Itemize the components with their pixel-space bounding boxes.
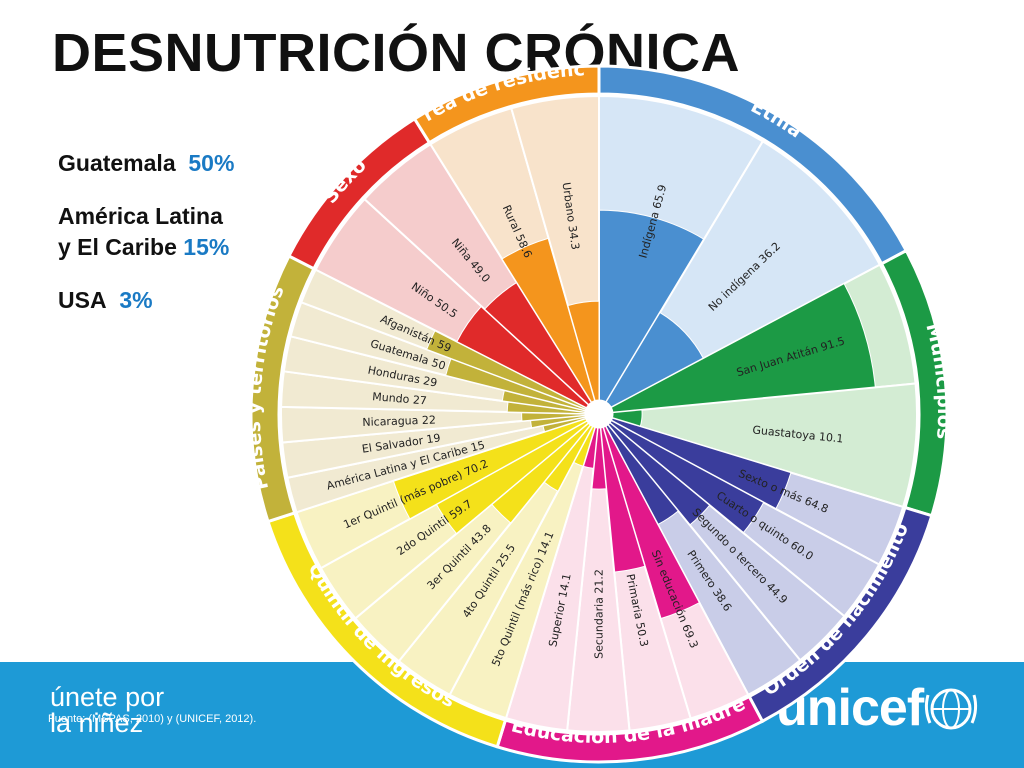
stat-guatemala-value: 50% <box>188 150 235 176</box>
source-note: Fuente: (MSPAS, 2010) y (UNICEF, 2012). <box>48 713 257 725</box>
label-nicaragua: Nicaragua 22 <box>362 413 436 428</box>
tagline-line2: la niñez <box>50 708 144 738</box>
stat-guatemala-label: Guatemala <box>58 150 176 176</box>
label-mundo: Mundo 27 <box>372 390 427 407</box>
band-area-de-residencia <box>412 64 601 145</box>
stat-latam-label-line2: y El Caribe <box>58 234 177 260</box>
tagline-line1: únete por <box>50 682 165 712</box>
tagline: únete por la niñez <box>50 682 165 738</box>
stat-guatemala: Guatemala 50% <box>58 148 234 179</box>
stat-latam-line2: y El Caribe 15% <box>58 232 234 263</box>
label-secundaria: Secundaria 21.2 <box>592 569 605 659</box>
stat-usa: USA 3% <box>58 285 234 316</box>
stat-latam-value: 15% <box>183 234 230 260</box>
unicef-globe-icon <box>924 688 978 730</box>
stats-panel: Guatemala 50% América Latina y El Caribe… <box>58 148 234 338</box>
center-hub <box>585 400 613 428</box>
stat-latam-label-line1: América Latina <box>58 203 223 229</box>
stat-usa-value: 3% <box>119 287 153 313</box>
stat-latam: América Latina y El Caribe 15% <box>58 201 234 263</box>
stat-usa-label: USA <box>58 287 107 313</box>
